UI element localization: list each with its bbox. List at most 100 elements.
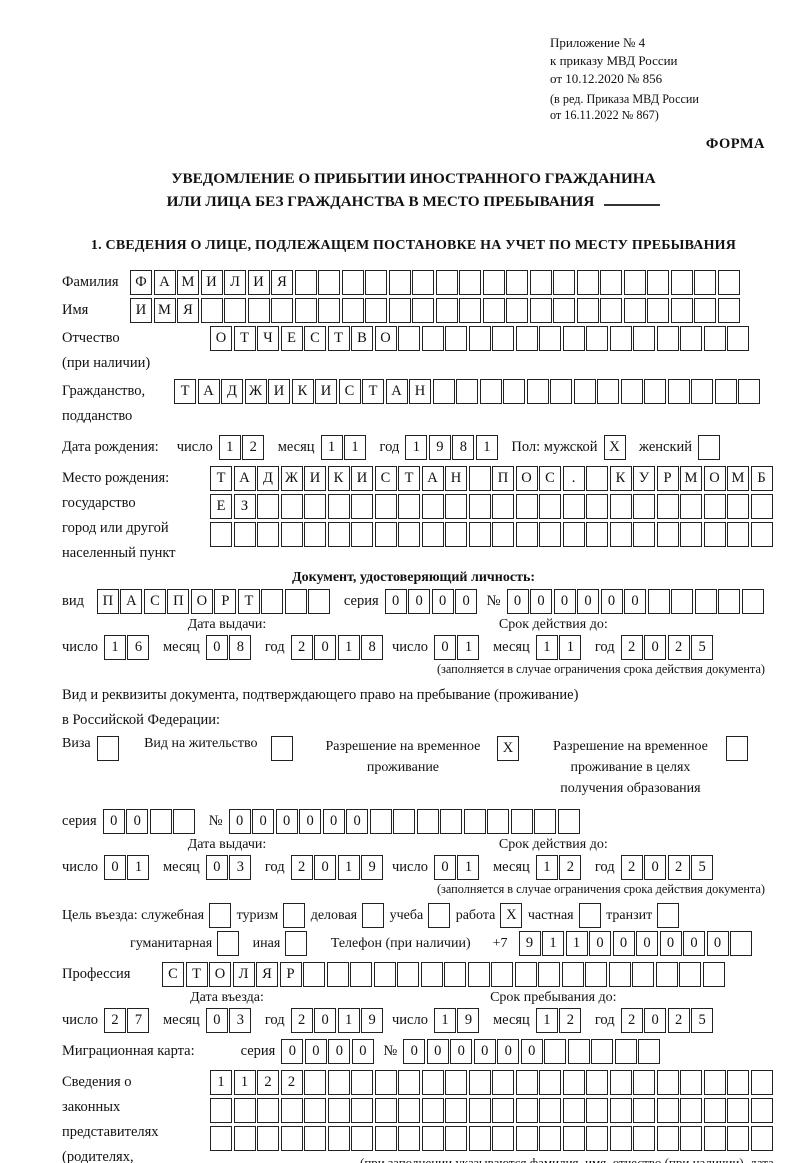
char-cell[interactable]: Н xyxy=(409,378,431,404)
char-cell[interactable] xyxy=(96,736,119,762)
char-cell[interactable] xyxy=(492,1098,514,1124)
char-cell[interactable]: Т xyxy=(362,378,384,404)
char-cell[interactable]: Т xyxy=(210,465,232,491)
char-cell[interactable] xyxy=(694,297,716,323)
char-cell[interactable] xyxy=(393,809,416,835)
char-cell[interactable]: 1 xyxy=(405,434,428,460)
char-cell[interactable] xyxy=(492,493,514,519)
char-cell[interactable]: Ж xyxy=(244,378,267,404)
char-cell[interactable] xyxy=(210,1126,232,1152)
char-cell[interactable] xyxy=(173,809,196,835)
char-cell[interactable] xyxy=(694,269,716,295)
char-cell[interactable] xyxy=(514,962,537,988)
char-cell[interactable] xyxy=(562,1070,585,1096)
char-cell[interactable] xyxy=(727,325,749,351)
char-cell[interactable] xyxy=(515,325,538,351)
char-cell[interactable] xyxy=(445,1098,467,1124)
char-cell[interactable]: 2 xyxy=(559,855,582,881)
char-cell[interactable] xyxy=(482,297,505,323)
char-cell[interactable] xyxy=(620,378,643,404)
char-cell[interactable] xyxy=(304,521,326,547)
char-cell[interactable]: 2 xyxy=(620,1008,643,1034)
char-cell[interactable] xyxy=(506,297,528,323)
char-cell[interactable] xyxy=(727,1070,749,1096)
char-cell[interactable]: 2 xyxy=(290,855,313,881)
char-cell[interactable] xyxy=(388,297,411,323)
char-cell[interactable] xyxy=(586,521,608,547)
char-cell[interactable] xyxy=(326,962,349,988)
char-cell[interactable] xyxy=(304,1070,326,1096)
char-cell[interactable]: 5 xyxy=(691,1008,714,1034)
char-cell[interactable] xyxy=(717,297,740,323)
char-cell[interactable] xyxy=(318,269,340,295)
char-cell[interactable]: 6 xyxy=(127,634,150,660)
char-cell[interactable]: Т xyxy=(185,962,208,988)
char-cell[interactable]: А xyxy=(153,269,176,295)
char-cell[interactable] xyxy=(515,521,538,547)
char-cell[interactable] xyxy=(327,1098,350,1124)
char-cell[interactable] xyxy=(703,1098,726,1124)
char-cell[interactable] xyxy=(432,378,455,404)
char-cell[interactable]: 0 xyxy=(530,588,552,614)
char-cell[interactable] xyxy=(623,269,646,295)
char-cell[interactable]: М xyxy=(153,297,176,323)
char-cell[interactable]: К xyxy=(327,465,350,491)
char-cell[interactable] xyxy=(680,493,702,519)
char-cell[interactable] xyxy=(562,1126,585,1152)
char-cell[interactable]: Р xyxy=(279,962,302,988)
char-cell[interactable] xyxy=(224,297,246,323)
char-cell[interactable]: П xyxy=(96,588,119,614)
char-cell[interactable]: 0 xyxy=(624,588,646,614)
char-cell[interactable] xyxy=(284,588,307,614)
char-cell[interactable] xyxy=(633,521,655,547)
char-cell[interactable] xyxy=(510,809,533,835)
char-cell[interactable]: 1 xyxy=(535,855,558,881)
char-cell[interactable] xyxy=(350,962,372,988)
birthplace-row3-cells[interactable] xyxy=(210,521,774,547)
char-cell[interactable]: Я xyxy=(177,297,199,323)
char-cell[interactable]: 0 xyxy=(275,809,298,835)
char-cell[interactable]: 0 xyxy=(644,634,667,660)
char-cell[interactable] xyxy=(398,493,420,519)
char-cell[interactable]: 2 xyxy=(103,1008,126,1034)
char-cell[interactable] xyxy=(468,1070,491,1096)
char-cell[interactable] xyxy=(539,1098,561,1124)
char-cell[interactable] xyxy=(714,378,737,404)
char-cell[interactable]: 0 xyxy=(473,1039,496,1065)
char-cell[interactable]: 1 xyxy=(337,634,360,660)
char-cell[interactable]: 0 xyxy=(589,931,612,957)
char-cell[interactable] xyxy=(609,1098,632,1124)
char-cell[interactable] xyxy=(586,1126,608,1152)
char-cell[interactable]: М xyxy=(680,465,702,491)
char-cell[interactable]: 0 xyxy=(281,1039,304,1065)
char-cell[interactable]: 2 xyxy=(667,634,690,660)
char-cell[interactable]: А xyxy=(385,378,408,404)
char-cell[interactable] xyxy=(428,903,451,929)
char-cell[interactable]: 0 xyxy=(706,931,729,957)
char-cell[interactable] xyxy=(459,269,481,295)
char-cell[interactable] xyxy=(633,1070,655,1096)
char-cell[interactable] xyxy=(730,931,753,957)
char-cell[interactable] xyxy=(445,521,467,547)
char-cell[interactable]: 0 xyxy=(497,1039,520,1065)
char-cell[interactable] xyxy=(492,1126,514,1152)
char-cell[interactable] xyxy=(285,931,308,957)
char-cell[interactable] xyxy=(374,493,397,519)
char-cell[interactable]: Т xyxy=(398,465,420,491)
char-cell[interactable] xyxy=(283,903,306,929)
char-cell[interactable]: Т xyxy=(233,325,256,351)
char-cell[interactable] xyxy=(703,493,726,519)
char-cell[interactable] xyxy=(680,1070,702,1096)
char-cell[interactable] xyxy=(200,297,223,323)
char-cell[interactable]: 2 xyxy=(257,1070,279,1096)
char-cell[interactable] xyxy=(534,809,557,835)
legal-rep-row2-cells[interactable] xyxy=(210,1098,774,1124)
char-cell[interactable] xyxy=(539,325,561,351)
char-cell[interactable] xyxy=(412,297,434,323)
char-cell[interactable]: 8 xyxy=(361,634,384,660)
